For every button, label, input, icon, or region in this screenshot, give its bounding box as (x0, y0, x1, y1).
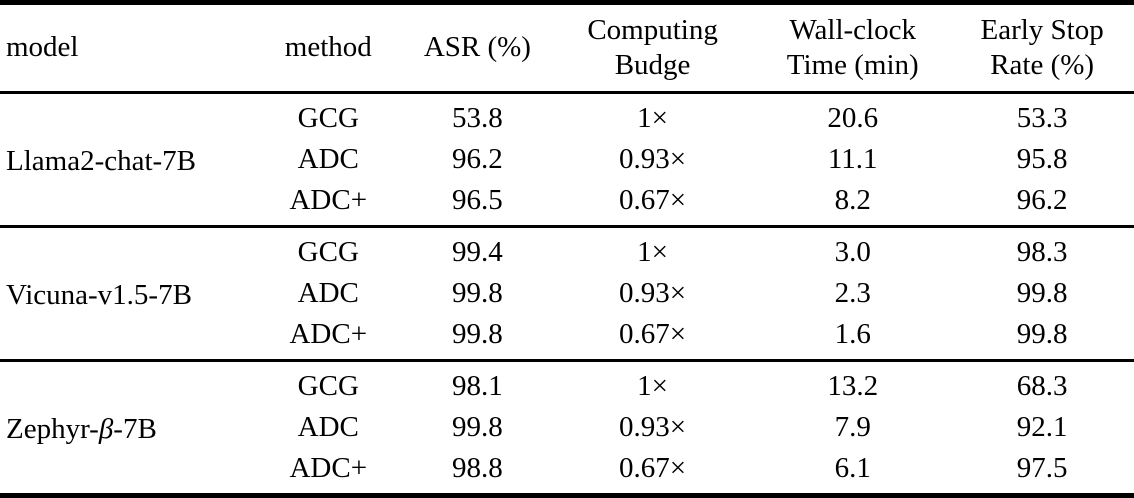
group-llama2-chat-7b: Llama2-chat-7B GCG 53.8 1× 20.6 53.3 ADC… (0, 93, 1134, 227)
budget-cell: 0.93× (619, 143, 687, 175)
asr-cell: 99.8 (452, 411, 503, 443)
method-cell: ADC+ (289, 318, 368, 350)
model-name: Llama2-chat-7B (6, 145, 197, 177)
column-header-asr: ASR (%) (404, 2, 550, 94)
asr-cell: 98.1 (452, 370, 503, 402)
model-name-beta: β (98, 413, 114, 445)
method-cell: ADC (297, 277, 359, 309)
early-stop-cell: 97.5 (1016, 452, 1068, 484)
early-stop-cell: 95.8 (1016, 143, 1068, 175)
method-cell: GCG (297, 236, 359, 268)
budget-cell: 1× (637, 236, 668, 268)
method-cell: ADC (297, 143, 359, 175)
asr-cell: 96.2 (452, 143, 503, 175)
column-header-early-stop-rate: Early Stop Rate (%) (950, 2, 1134, 94)
method-cell: ADC+ (289, 184, 368, 216)
model-name: Zephyr-β-7B (0, 361, 252, 496)
asr-cell: 98.8 (452, 452, 503, 484)
wallclock-cell: 1.6 (834, 318, 871, 350)
table-row: Zephyr-β-7B GCG 98.1 1× 13.2 68.3 (0, 361, 1134, 445)
header-row: model method ASR (%) Computing Budge Wal… (0, 2, 1134, 94)
early-stop-cell: 53.3 (1016, 102, 1068, 134)
early-stop-cell: 99.8 (1016, 277, 1068, 309)
early-stop-cell: 68.3 (1016, 370, 1068, 402)
method-cell: GCG (297, 102, 359, 134)
wallclock-cell: 11.1 (827, 143, 878, 175)
early-stop-cell: 98.3 (1016, 236, 1068, 268)
wallclock-cell: 3.0 (834, 236, 871, 268)
wallclock-cell: 6.1 (834, 452, 871, 484)
wallclock-cell: 2.3 (834, 277, 871, 309)
column-header-method: method (251, 2, 405, 94)
budget-cell: 1× (637, 102, 668, 134)
early-stop-cell: 92.1 (1016, 411, 1068, 443)
table-row: Vicuna-v1.5-7B GCG 99.4 1× 3.0 98.3 (0, 227, 1134, 311)
group-zephyr-beta-7b: Zephyr-β-7B GCG 98.1 1× 13.2 68.3 ADC 99… (0, 360, 1134, 496)
early-stop-cell: 99.8 (1016, 318, 1068, 350)
wallclock-cell: 8.2 (834, 184, 871, 216)
column-header-wallclock-time: Wall-clock Time (min) (755, 2, 951, 94)
method-cell: ADC (297, 411, 359, 443)
table-row: ADC 96.2 0.93× 11.1 95.8 (0, 139, 1134, 180)
asr-cell: 53.8 (452, 102, 503, 134)
table-row: ADC+ 96.5 0.67× 8.2 96.2 (0, 180, 1134, 227)
table-row: ADC+ 98.8 0.67× 6.1 97.5 (0, 448, 1134, 496)
model-name: Vicuna-v1.5-7B (6, 279, 192, 311)
method-cell: ADC+ (289, 452, 368, 484)
table-row: ADC 99.8 0.93× 2.3 99.8 (0, 273, 1134, 314)
budget-cell: 0.67× (619, 452, 687, 484)
asr-cell: 96.5 (452, 184, 503, 216)
asr-cell: 99.8 (452, 277, 503, 309)
budget-cell: 0.67× (619, 184, 687, 216)
model-name-prefix: Zephyr- (6, 413, 99, 445)
method-cell: GCG (297, 370, 359, 402)
table-row: ADC+ 99.8 0.67× 1.6 99.8 (0, 314, 1134, 361)
asr-cell: 99.8 (452, 318, 503, 350)
table-header: model method ASR (%) Computing Budge Wal… (0, 2, 1134, 94)
budget-cell: 0.93× (619, 411, 687, 443)
early-stop-cell: 96.2 (1016, 184, 1068, 216)
group-vicuna-v15-7b: Vicuna-v1.5-7B GCG 99.4 1× 3.0 98.3 ADC … (0, 226, 1134, 361)
wallclock-cell: 20.6 (827, 102, 879, 134)
wallclock-cell: 7.9 (834, 411, 871, 443)
budget-cell: 0.67× (619, 318, 687, 350)
budget-cell: 0.93× (619, 277, 687, 309)
model-name-suffix: -7B (113, 413, 157, 445)
table-row: Llama2-chat-7B GCG 53.8 1× 20.6 53.3 (0, 93, 1134, 177)
table-row: ADC 99.8 0.93× 7.9 92.1 (0, 407, 1134, 448)
budget-cell: 1× (637, 370, 668, 402)
wallclock-cell: 13.2 (827, 370, 879, 402)
asr-cell: 99.4 (452, 236, 503, 268)
column-header-model: model (0, 2, 252, 94)
column-header-computing-budge: Computing Budge (549, 2, 756, 94)
